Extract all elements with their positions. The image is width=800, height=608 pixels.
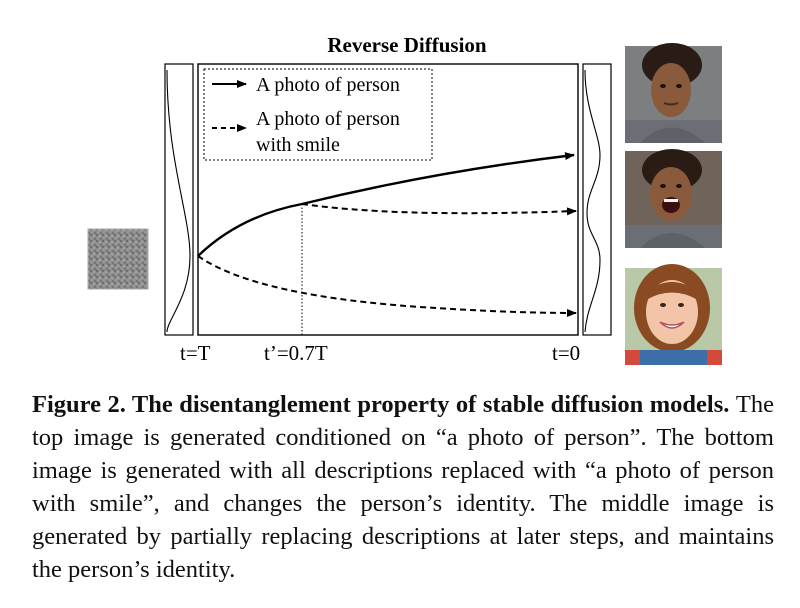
legend-box — [203, 68, 433, 161]
figure-title: Reverse Diffusion — [327, 33, 487, 57]
legend-dashed-label-line1: A photo of person — [256, 108, 400, 130]
label-t-start: t=T — [180, 341, 211, 365]
legend-dashed-label-line2: with smile — [256, 134, 340, 156]
legend-solid-label: A photo of person — [256, 74, 400, 96]
full-dashed-trajectory — [197, 255, 577, 317]
top-person-image — [625, 43, 722, 143]
diffusion-figure: Reverse Diffusion A photo of person A ph… — [87, 33, 722, 365]
figure-caption: Figure 2. The disentanglement property o… — [32, 388, 774, 586]
end-distribution-box — [582, 63, 612, 336]
start-distribution-box — [164, 63, 194, 336]
label-t-switch: t’=0.7T — [264, 341, 328, 365]
noise-image — [87, 228, 149, 290]
partial-dashed-trajectory — [301, 203, 577, 216]
start-gaussian-curve — [166, 69, 191, 333]
caption-body: The top image is generated conditioned o… — [32, 391, 775, 583]
solid-trajectory — [197, 152, 575, 257]
middle-person-smiling-image — [625, 149, 722, 248]
caption-bold-title: Figure 2. The disentanglement property o… — [32, 391, 730, 418]
end-multimodal-curve — [584, 69, 601, 333]
plot-box — [197, 63, 579, 336]
bottom-different-person-image — [625, 264, 722, 365]
label-t-end: t=0 — [552, 341, 580, 365]
